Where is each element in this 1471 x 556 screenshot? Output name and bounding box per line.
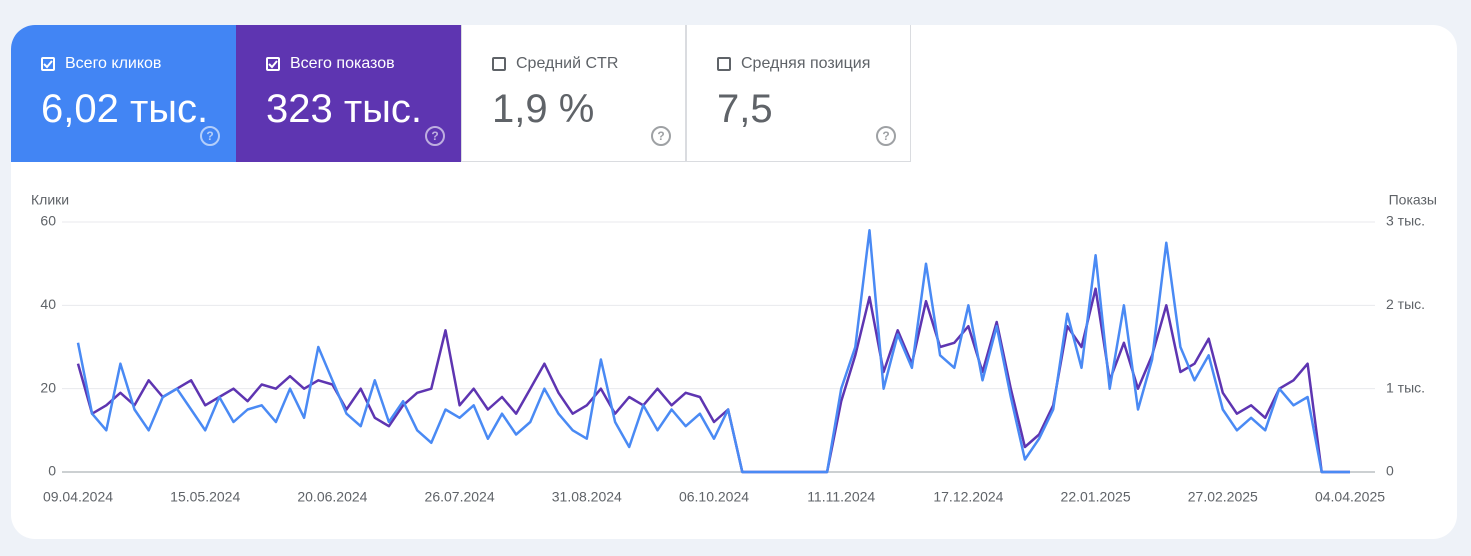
x-tick-label: 20.06.2024 bbox=[297, 489, 367, 505]
y2-tick-label: 1 тыс. bbox=[1386, 379, 1425, 395]
y2-axis-label: Показы bbox=[1389, 192, 1437, 208]
metric-label: Средний CTR bbox=[516, 55, 619, 72]
x-tick-label: 15.05.2024 bbox=[170, 489, 240, 505]
checkbox[interactable] bbox=[492, 57, 506, 71]
checkbox[interactable] bbox=[717, 57, 731, 71]
x-tick-label: 06.10.2024 bbox=[679, 489, 749, 505]
checkbox[interactable] bbox=[41, 57, 55, 71]
y-tick-label: 0 bbox=[48, 463, 56, 479]
metric-label: Всего показов bbox=[290, 55, 395, 72]
x-tick-label: 22.01.2025 bbox=[1061, 489, 1131, 505]
x-tick-label: 17.12.2024 bbox=[933, 489, 1003, 505]
help-icon[interactable]: ? bbox=[876, 126, 896, 146]
x-tick-label: 26.07.2024 bbox=[425, 489, 495, 505]
x-tick-label: 31.08.2024 bbox=[552, 489, 622, 505]
help-icon[interactable]: ? bbox=[200, 126, 220, 146]
y2-tick-label: 2 тыс. bbox=[1386, 296, 1425, 312]
y2-tick-label: 0 bbox=[1386, 463, 1394, 479]
x-tick-label: 04.04.2025 bbox=[1315, 489, 1385, 505]
performance-panel: Всего кликов 6,02 тыс.? Всего показов 323 т… bbox=[11, 25, 1457, 539]
help-icon[interactable]: ? bbox=[425, 126, 445, 146]
y-axis-label: Клики bbox=[31, 192, 69, 208]
series-line bbox=[76, 287, 1350, 474]
y-tick-label: 60 bbox=[40, 213, 56, 229]
metric-value: 6,02 тыс. bbox=[41, 87, 209, 131]
series-line bbox=[76, 229, 1350, 474]
metric-value: 323 тыс. bbox=[266, 87, 423, 131]
metric-card[interactable]: Всего показов 323 тыс.? bbox=[236, 25, 461, 162]
x-tick-label: 27.02.2025 bbox=[1188, 489, 1258, 505]
x-tick-label: 09.04.2024 bbox=[43, 489, 113, 505]
y-tick-label: 40 bbox=[40, 296, 56, 312]
metric-value: 7,5 bbox=[717, 87, 773, 131]
metric-card[interactable]: Средняя позиция 7,5? bbox=[686, 25, 911, 162]
help-icon[interactable]: ? bbox=[651, 126, 671, 146]
metric-card[interactable]: Средний CTR 1,9 %? bbox=[461, 25, 686, 162]
metric-value: 1,9 % bbox=[492, 87, 595, 131]
metric-label: Всего кликов bbox=[65, 55, 162, 72]
metric-label: Средняя позиция bbox=[741, 55, 871, 72]
y2-tick-label: 3 тыс. bbox=[1386, 213, 1425, 229]
x-tick-label: 11.11.2024 bbox=[807, 489, 875, 505]
checkbox[interactable] bbox=[266, 57, 280, 71]
y-tick-label: 20 bbox=[40, 379, 56, 395]
metric-card[interactable]: Всего кликов 6,02 тыс.? bbox=[11, 25, 236, 162]
